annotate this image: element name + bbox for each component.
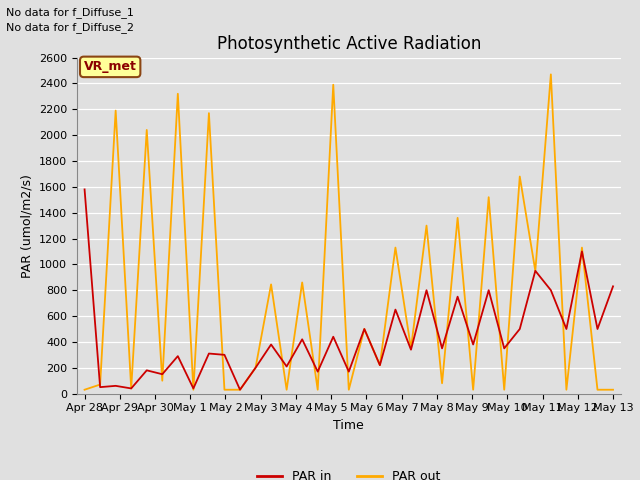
PAR out [578,245,586,251]
PAR out [143,127,150,133]
PAR out [469,387,477,393]
PAR in [516,326,524,332]
PAR out [283,387,291,393]
PAR in [283,363,291,369]
PAR in [609,284,617,289]
PAR in [252,365,259,371]
PAR in [96,384,104,390]
PAR in [454,294,461,300]
PAR out [174,91,182,96]
Line: PAR in: PAR in [84,190,613,390]
PAR in [547,288,555,293]
PAR in [174,353,182,359]
Legend: PAR in, PAR out: PAR in, PAR out [252,465,445,480]
PAR out [159,378,166,384]
PAR in [189,385,197,391]
PAR in [298,336,306,342]
PAR out [252,365,259,371]
PAR in [112,383,120,389]
PAR out [609,387,617,393]
PAR out [298,279,306,285]
X-axis label: Time: Time [333,419,364,432]
PAR in [81,187,88,192]
PAR out [531,268,539,274]
PAR in [360,326,368,332]
PAR out [360,326,368,332]
Text: No data for f_Diffuse_1: No data for f_Diffuse_1 [6,7,134,18]
PAR out [376,362,384,368]
PAR out [500,387,508,393]
PAR in [376,362,384,368]
PAR out [407,346,415,351]
PAR out [438,380,446,386]
Text: VR_met: VR_met [84,60,136,73]
PAR in [143,368,150,373]
Title: Photosynthetic Active Radiation: Photosynthetic Active Radiation [216,35,481,53]
PAR out [268,281,275,287]
PAR out [392,245,399,251]
PAR out [236,387,244,393]
PAR out [547,72,555,77]
PAR out [205,110,212,116]
PAR out [454,215,461,221]
PAR out [96,382,104,387]
PAR in [485,288,493,293]
PAR in [500,346,508,351]
Line: PAR out: PAR out [84,74,613,390]
PAR in [330,334,337,340]
PAR out [189,387,197,393]
PAR out [127,385,135,391]
PAR in [205,351,212,357]
PAR out [221,387,228,393]
PAR out [345,387,353,393]
PAR in [268,342,275,348]
PAR out [422,223,430,228]
PAR in [159,372,166,377]
PAR out [485,194,493,200]
PAR out [516,174,524,180]
PAR in [221,352,228,358]
PAR in [345,369,353,374]
PAR in [578,249,586,254]
PAR in [422,288,430,293]
Y-axis label: PAR (umol/m2/s): PAR (umol/m2/s) [20,174,33,277]
PAR in [392,307,399,312]
PAR in [594,326,602,332]
PAR in [563,326,570,332]
PAR out [594,387,602,393]
PAR out [81,387,88,393]
PAR in [407,347,415,352]
Text: No data for f_Diffuse_2: No data for f_Diffuse_2 [6,22,134,33]
PAR out [112,108,120,113]
PAR in [314,369,321,374]
PAR in [469,342,477,348]
PAR in [236,387,244,393]
PAR in [531,268,539,274]
PAR out [330,82,337,88]
PAR in [127,385,135,391]
PAR in [438,346,446,351]
PAR out [563,387,570,393]
PAR out [314,387,321,393]
